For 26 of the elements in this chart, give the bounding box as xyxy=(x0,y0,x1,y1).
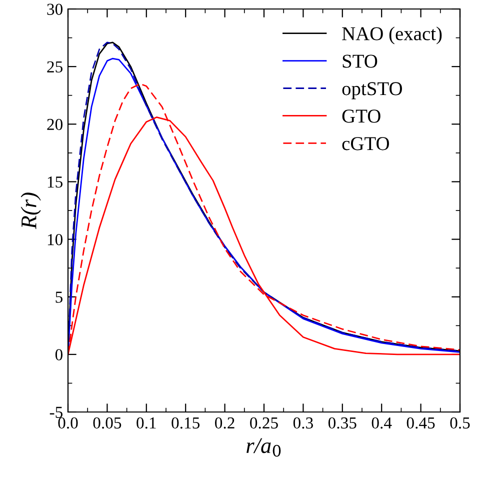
x-tick-label: 0.35 xyxy=(328,417,356,429)
y-tick-label: -5 xyxy=(50,406,62,418)
x-tick-label: 0.3 xyxy=(293,417,313,429)
x-tick-label: 0.05 xyxy=(93,417,122,429)
legend-label: STO xyxy=(342,54,378,68)
x-tick-label: 0.5 xyxy=(450,417,470,429)
x-tick-label: 0.1 xyxy=(136,417,156,429)
y-tick-label: 5 xyxy=(56,292,62,303)
x-tick-label: 0.45 xyxy=(406,417,435,429)
y-tick-label: 0 xyxy=(55,349,63,360)
legend-label: GTO xyxy=(342,110,380,123)
x-tick-label: 0.2 xyxy=(215,417,234,429)
y-tick-label: 15 xyxy=(48,176,62,188)
legend-label: cGTO xyxy=(342,137,389,150)
y-tick-label: 20 xyxy=(47,118,63,130)
x-tick-label: 0.15 xyxy=(172,417,200,429)
x-tick-label: 0.25 xyxy=(250,417,278,429)
x-axis-title: r/a$_{0}$ xyxy=(246,438,281,457)
legend-label: NAO (exact) xyxy=(342,26,442,44)
y-axis-title: R(r) xyxy=(20,192,41,230)
x-tick-label: 0.4 xyxy=(372,417,392,429)
y-tick-label: 10 xyxy=(48,234,63,246)
y-tick-label: 25 xyxy=(47,61,62,73)
y-tick-label: 30 xyxy=(47,4,63,15)
legend-label: optSTO xyxy=(342,82,402,100)
x-tick-label: 0.0 xyxy=(58,417,78,429)
